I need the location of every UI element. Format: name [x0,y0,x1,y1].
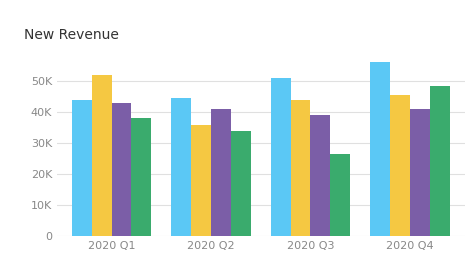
Bar [410,109,430,236]
Bar [72,100,91,236]
Text: New Revenue: New Revenue [24,28,119,42]
Bar [310,115,330,236]
Bar [231,131,251,236]
Bar [291,100,310,236]
Bar [430,86,450,236]
Bar [111,103,131,236]
Bar [330,154,350,236]
Bar [131,118,151,236]
Bar [91,75,111,236]
Bar [271,78,291,236]
Bar [191,125,211,236]
Bar [370,63,390,236]
Bar [390,95,410,236]
Bar [171,98,191,236]
Bar [211,109,231,236]
